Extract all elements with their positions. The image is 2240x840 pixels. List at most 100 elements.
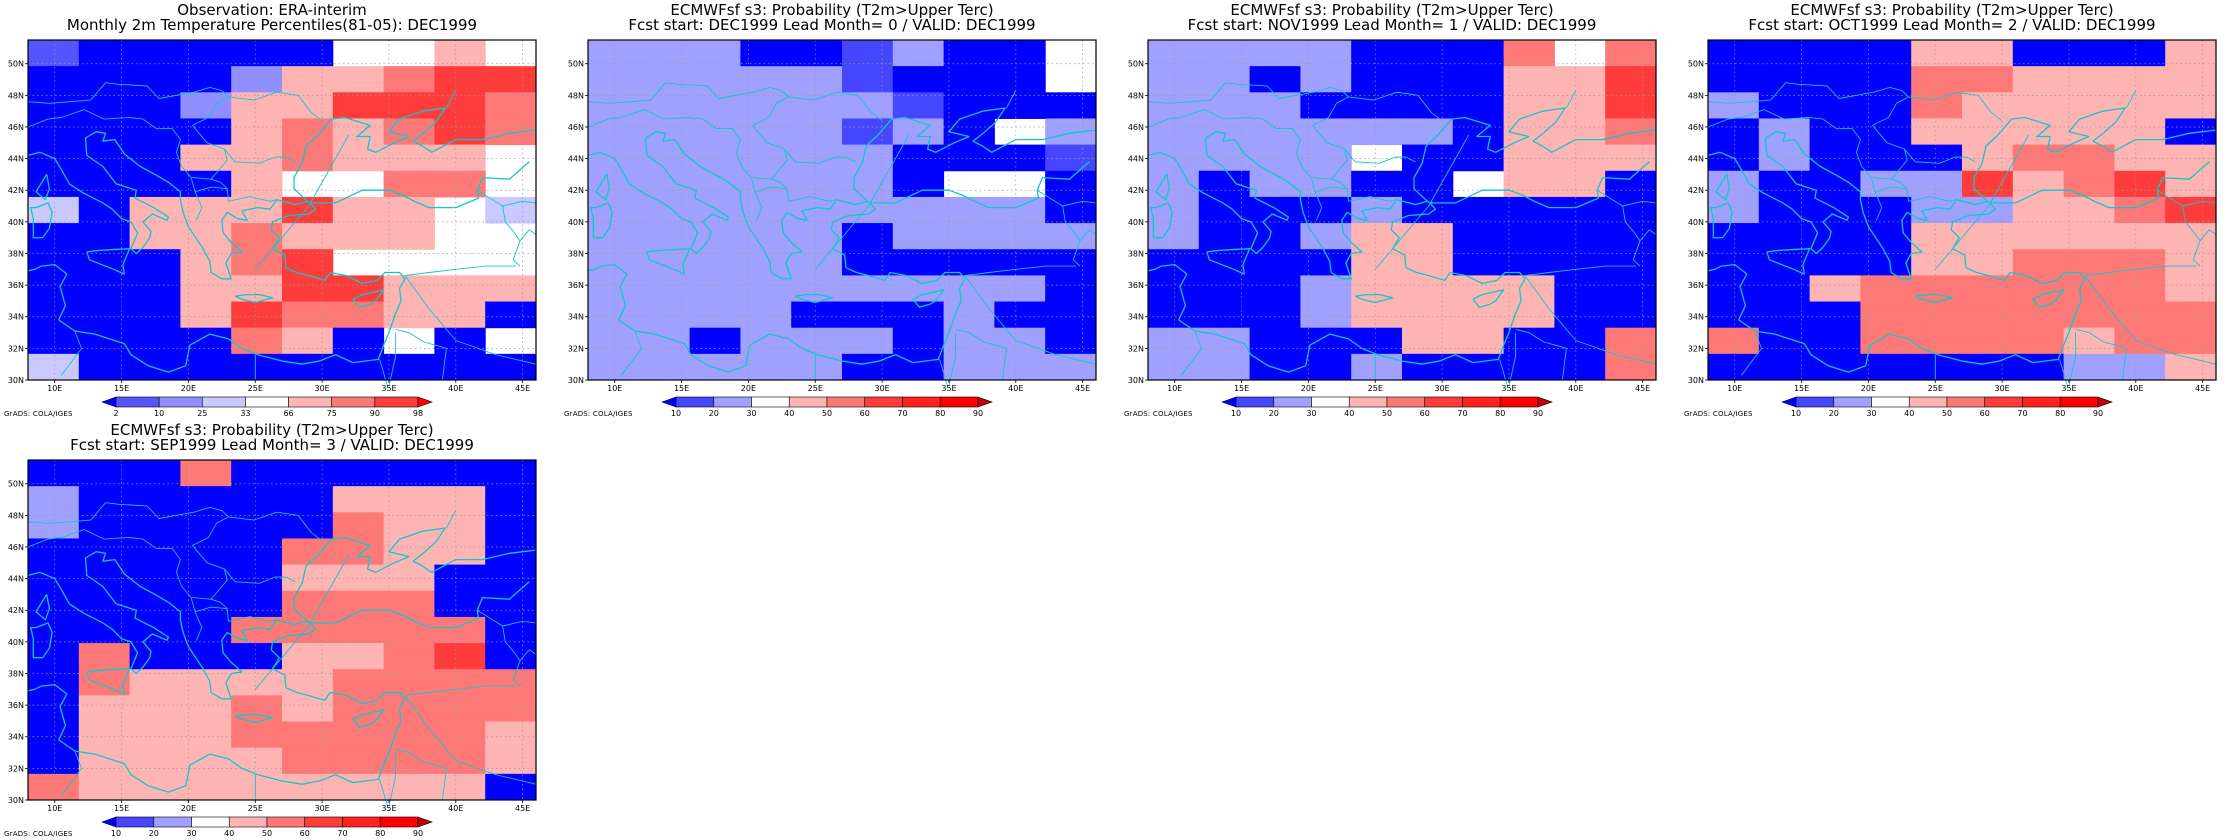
grid-cell bbox=[28, 669, 80, 696]
grid-cell bbox=[689, 301, 741, 329]
grid-cell bbox=[129, 721, 181, 749]
grid-cell bbox=[129, 327, 181, 355]
colorbar-end bbox=[661, 396, 677, 408]
grid-cell bbox=[180, 92, 232, 119]
grid-cell bbox=[1911, 144, 1963, 172]
y-tick-label: 34N bbox=[1688, 313, 1704, 322]
grid-cell bbox=[1402, 118, 1454, 146]
grid-cell bbox=[1045, 223, 1097, 250]
grid-cell bbox=[588, 327, 640, 355]
grid-cell bbox=[943, 66, 995, 93]
panel-subtitle: Fcst start: NOV1999 Lead Month= 1 / VALI… bbox=[1187, 16, 1597, 34]
grid-cell bbox=[282, 564, 334, 592]
coastline bbox=[86, 248, 131, 275]
colorbar-label: 66 bbox=[283, 409, 293, 418]
x-tick-label: 40E bbox=[448, 804, 463, 813]
colorbar-end bbox=[1781, 396, 1797, 408]
grid-cell bbox=[282, 92, 334, 119]
grid-cell bbox=[689, 327, 741, 355]
grid-cell bbox=[2012, 92, 2065, 119]
grid-cell bbox=[332, 66, 385, 93]
grid-cell bbox=[689, 144, 741, 172]
grid-cell bbox=[1911, 118, 1963, 146]
grid-cell bbox=[689, 196, 741, 224]
grid-cell bbox=[1758, 170, 1811, 198]
colorbar-end bbox=[417, 816, 433, 828]
colorbar-box bbox=[1499, 396, 1539, 408]
country-border bbox=[27, 502, 323, 542]
grid-cell bbox=[129, 66, 181, 93]
grid-cell bbox=[1249, 196, 1301, 224]
colorbar-label: 80 bbox=[2055, 409, 2065, 418]
grid-cell bbox=[332, 564, 385, 592]
grid-cell bbox=[282, 512, 334, 539]
grid-cell bbox=[892, 92, 945, 119]
grid-cell bbox=[485, 486, 537, 513]
grid-cell bbox=[485, 616, 537, 644]
y-tick-label: 48N bbox=[8, 511, 24, 520]
country-border bbox=[2182, 205, 2201, 267]
grads-credit: GrADS: COLA/IGES bbox=[1684, 410, 1753, 418]
grid-cell bbox=[1860, 301, 1912, 329]
x-tick-label: 25E bbox=[1928, 384, 1943, 393]
grid-cell bbox=[2012, 353, 2065, 381]
colorbar-label: 50 bbox=[1382, 409, 1392, 418]
coastline bbox=[234, 293, 274, 304]
grid-cell bbox=[1758, 275, 1811, 303]
grid-cell bbox=[1503, 327, 1555, 355]
colorbar-label: 90 bbox=[2093, 409, 2103, 418]
grid-cell bbox=[383, 353, 435, 381]
grid-cell bbox=[282, 223, 334, 250]
grid-cell bbox=[1045, 275, 1097, 303]
grid-cell bbox=[1554, 196, 1606, 224]
colorbar-box bbox=[228, 816, 268, 828]
y-tick-label: 50N bbox=[8, 480, 24, 489]
y-tick-label: 34N bbox=[8, 733, 24, 742]
country-border bbox=[404, 685, 516, 697]
colorbar-label: 90 bbox=[370, 409, 380, 418]
colorbar-label: 50 bbox=[822, 409, 832, 418]
grid-cell bbox=[78, 353, 131, 381]
grid-cell bbox=[2165, 118, 2217, 146]
colorbar-label: 80 bbox=[375, 829, 385, 838]
coastline bbox=[1990, 161, 2210, 209]
x-tick-label: 40E bbox=[1568, 384, 1583, 393]
country-border bbox=[621, 330, 642, 376]
panel-subtitle: Fcst start: DEC1999 Lead Month= 0 / VALI… bbox=[628, 16, 1036, 34]
grid-cell bbox=[791, 118, 843, 146]
grid-cell bbox=[332, 144, 385, 172]
grid-cell bbox=[129, 616, 181, 644]
grid-cell bbox=[1758, 92, 1811, 119]
x-tick-label: 30E bbox=[314, 804, 329, 813]
grid-cell bbox=[1809, 40, 1861, 67]
country-border bbox=[1707, 82, 2003, 122]
y-tick-label: 40N bbox=[568, 218, 584, 227]
country-border bbox=[587, 109, 763, 221]
grid-cell bbox=[842, 144, 894, 172]
grid-cell bbox=[2165, 275, 2217, 303]
x-tick-label: 15E bbox=[114, 384, 129, 393]
grid-cell bbox=[1809, 144, 1861, 172]
grid-cell bbox=[1045, 92, 1097, 119]
grid-cell bbox=[1605, 170, 1657, 198]
grid-cell bbox=[1962, 170, 2014, 198]
grid-cell bbox=[1300, 327, 1352, 355]
grid-cell bbox=[842, 301, 894, 329]
country-border bbox=[752, 177, 788, 190]
grid-cell bbox=[1708, 196, 1760, 224]
colorbar-label: 60 bbox=[860, 409, 870, 418]
country-border bbox=[752, 125, 788, 180]
coastline bbox=[352, 709, 385, 728]
grid-cell bbox=[28, 66, 80, 93]
country-border bbox=[1566, 90, 1577, 109]
grid-cell bbox=[383, 196, 435, 224]
grid-cell bbox=[689, 223, 741, 250]
grid-cell bbox=[1911, 66, 1963, 93]
x-tick-label: 15E bbox=[1234, 384, 1249, 393]
country-border bbox=[194, 186, 277, 202]
country-border bbox=[1515, 328, 1567, 381]
grid-cell bbox=[383, 460, 435, 487]
grid-cell bbox=[2114, 40, 2166, 67]
grid-cell bbox=[2114, 275, 2166, 303]
colorbar-box bbox=[115, 816, 155, 828]
